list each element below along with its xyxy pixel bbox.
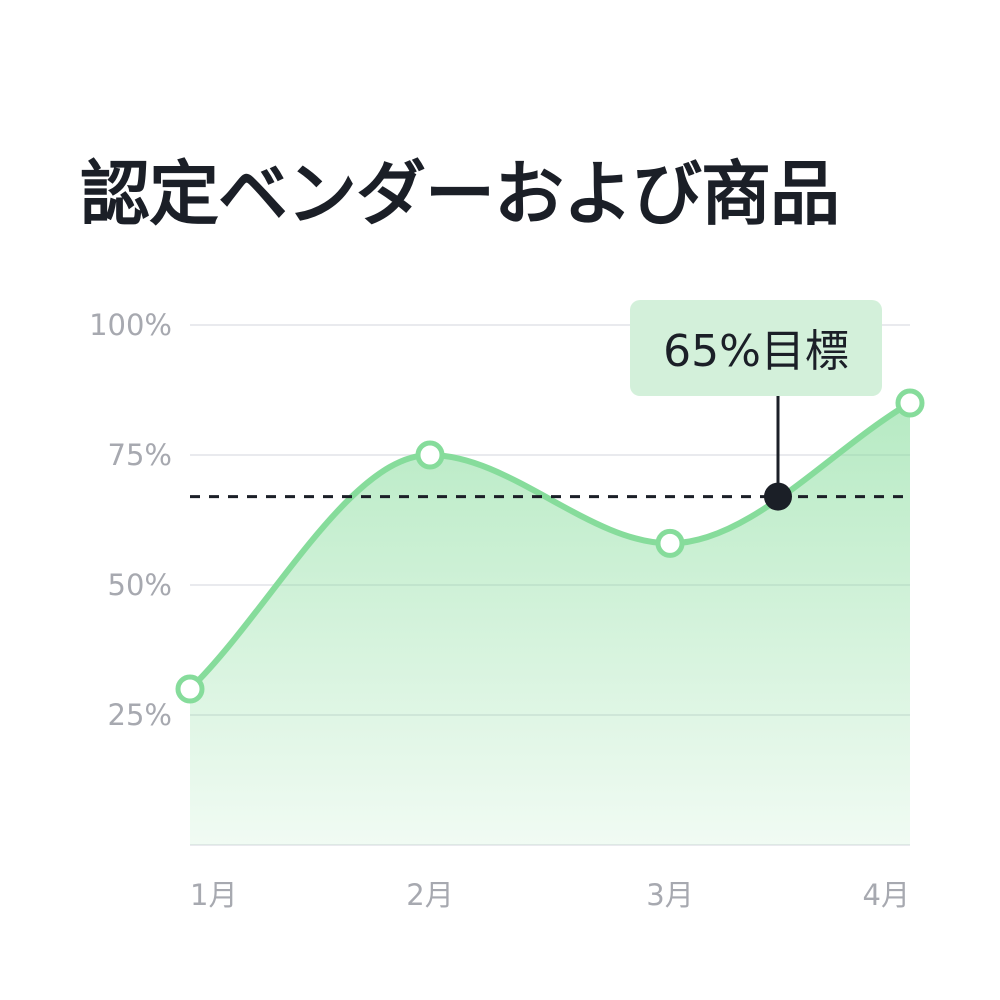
target-label: 65%目標 [663, 326, 849, 377]
chart-title: 認定ベンダーおよび商品 [80, 153, 840, 235]
y-tick-label: 25% [108, 698, 172, 732]
x-tick-label: 2月 [406, 878, 453, 912]
data-point [415, 440, 445, 470]
x-tick-label: 4月 [863, 878, 910, 912]
y-tick-label: 100% [89, 308, 172, 342]
y-tick-label: 75% [108, 438, 172, 472]
x-tick-label: 1月 [190, 878, 237, 912]
x-tick-label: 3月 [646, 878, 693, 912]
target-marker [764, 482, 792, 511]
data-points [175, 388, 925, 704]
data-point [655, 528, 685, 558]
data-point [175, 674, 205, 704]
target-label-box [630, 300, 882, 396]
target-annotation: 65%目標 [190, 300, 910, 511]
axis-labels: 100% 75% 50% 25% 1月 2月 3月 4月 [89, 308, 910, 912]
area-series [187, 400, 913, 845]
y-tick-label: 50% [108, 568, 172, 602]
data-point [895, 388, 925, 418]
area-fill [190, 403, 910, 845]
